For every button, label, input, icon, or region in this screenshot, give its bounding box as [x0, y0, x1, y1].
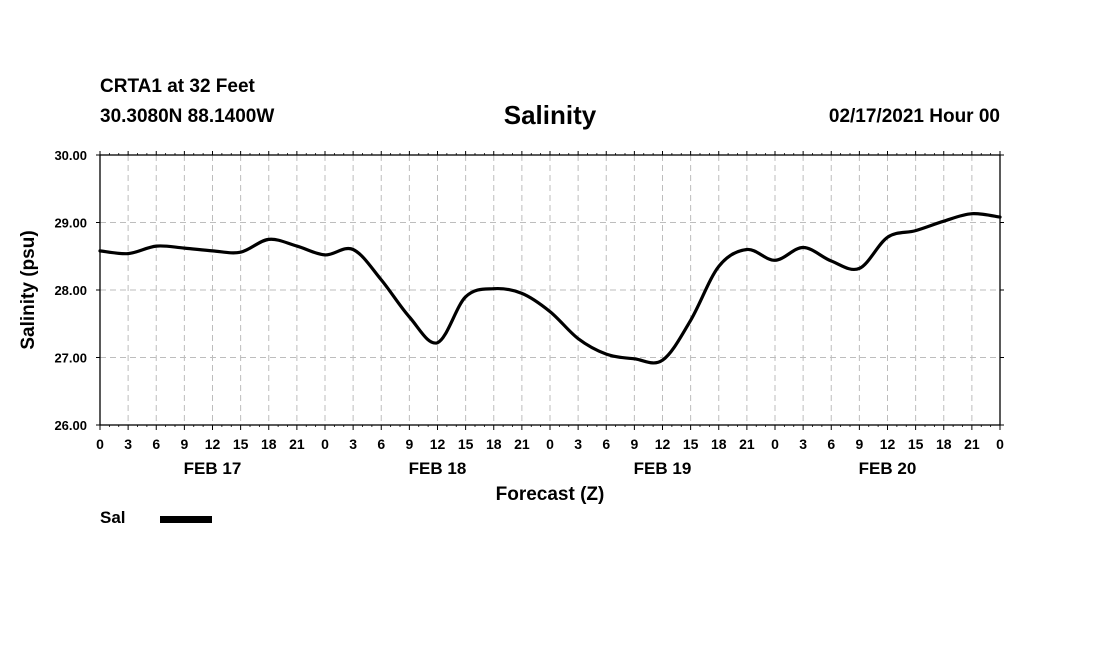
date-label: FEB 20 [859, 459, 917, 478]
legend: Sal [100, 508, 212, 528]
legend-swatch-sal [159, 515, 212, 523]
x-tick-label: 9 [630, 436, 638, 452]
y-tick-label: 27.00 [54, 351, 87, 366]
x-tick-label: 15 [233, 436, 249, 452]
x-tick-label: 18 [711, 436, 727, 452]
x-tick-label: 6 [377, 436, 385, 452]
x-tick-label: 18 [261, 436, 277, 452]
axis-ticks [96, 151, 1004, 430]
x-tick-label: 6 [152, 436, 160, 452]
x-tick-label: 12 [205, 436, 221, 452]
x-tick-label: 21 [289, 436, 305, 452]
x-tick-label: 6 [827, 436, 835, 452]
date-label: FEB 19 [634, 459, 692, 478]
x-tick-label: 12 [880, 436, 896, 452]
x-tick-label: 12 [430, 436, 446, 452]
x-axis-label: Forecast (Z) [496, 484, 605, 505]
x-tick-label: 18 [936, 436, 952, 452]
y-tick-label: 29.00 [54, 216, 87, 231]
date-label: FEB 17 [184, 459, 242, 478]
grid-lines [100, 155, 1000, 425]
x-tick-label: 3 [574, 436, 582, 452]
chart-title: Salinity [503, 100, 597, 130]
x-tick-label: 9 [855, 436, 863, 452]
y-tick-label: 30.00 [54, 148, 87, 163]
x-tick-label: 15 [908, 436, 924, 452]
y-tick-labels: 26.00 27.00 28.00 29.00 30.00 [54, 148, 87, 433]
coordinates-label: 30.3080N 88.1400W [100, 106, 275, 127]
x-tick-label: 12 [655, 436, 671, 452]
x-tick-label: 6 [602, 436, 610, 452]
x-tick-label: 0 [996, 436, 1004, 452]
y-axis-label: Salinity (psu) [18, 230, 39, 349]
legend-label-sal: Sal [100, 508, 126, 527]
x-tick-label: 21 [964, 436, 980, 452]
x-tick-label: 9 [180, 436, 188, 452]
x-tick-label: 3 [349, 436, 357, 452]
x-tick-label: 15 [683, 436, 699, 452]
y-tick-label: 26.00 [54, 418, 87, 433]
x-tick-label: 21 [739, 436, 755, 452]
x-tick-label: 3 [124, 436, 132, 452]
x-tick-label: 0 [546, 436, 554, 452]
x-tick-label: 0 [96, 436, 104, 452]
x-tick-label: 21 [514, 436, 530, 452]
x-tick-label: 3 [799, 436, 807, 452]
forecast-timestamp: 02/17/2021 Hour 00 [828, 106, 1000, 127]
x-tick-label: 18 [486, 436, 502, 452]
date-label: FEB 18 [409, 459, 467, 478]
x-tick-label: 15 [458, 436, 474, 452]
y-tick-label: 28.00 [54, 283, 87, 298]
x-tick-label: 0 [321, 436, 329, 452]
station-label: CRTA1 at 32 Feet [100, 76, 255, 97]
date-labels: FEB 17 FEB 18 FEB 19 FEB 20 [184, 459, 917, 478]
series-line-sal [98, 212, 1002, 365]
x-tick-label: 9 [405, 436, 413, 452]
x-tick-labels: 0 3 6 9 12 15 18 21 0 3 6 9 12 15 18 21 0 3 6 9 12 15 18 21 0 3 6 9… [96, 436, 1004, 452]
x-tick-label: 0 [771, 436, 779, 452]
